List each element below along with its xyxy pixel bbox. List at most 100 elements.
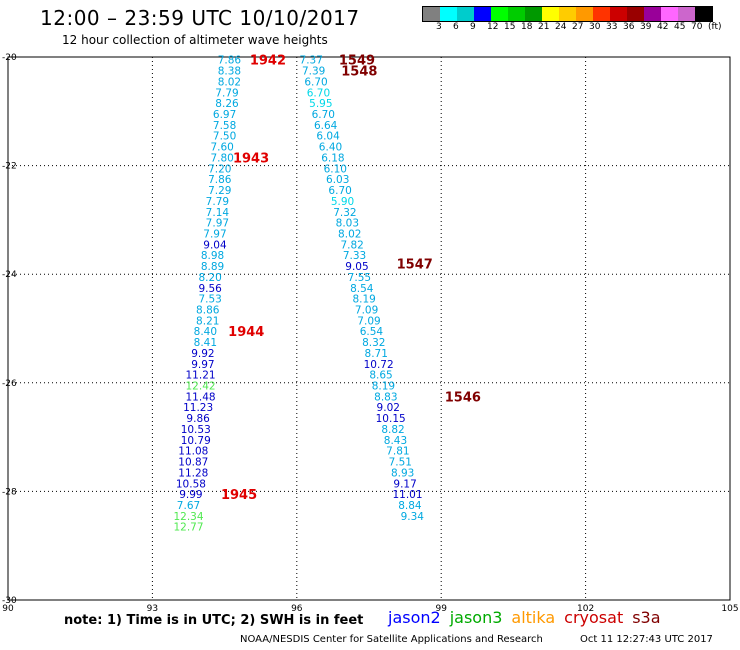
colorbar-swatch bbox=[559, 7, 576, 21]
credit-line: NOAA/NESDIS Center for Satellite Applica… bbox=[240, 634, 543, 645]
swh-value: 7.97 bbox=[203, 228, 226, 240]
y-tick-label: -30 bbox=[2, 596, 17, 606]
colorbar-swatch bbox=[423, 7, 440, 21]
x-tick-label: 90 bbox=[2, 604, 14, 614]
y-tick-label: -28 bbox=[2, 487, 17, 497]
colorbar-swatch bbox=[593, 7, 610, 21]
swh-value: 9.97 bbox=[191, 359, 214, 371]
swh-value: 7.97 bbox=[206, 218, 229, 230]
colorbar-swatch bbox=[440, 7, 457, 21]
swh-value: 9.02 bbox=[377, 402, 400, 414]
swh-value: 10.53 bbox=[181, 424, 211, 436]
swh-value: 7.33 bbox=[343, 250, 366, 262]
chart-title: 12:00 – 23:59 UTC 10/10/2017 bbox=[40, 6, 360, 30]
colorbar-label: (ft) bbox=[708, 22, 722, 32]
swh-value: 8.43 bbox=[384, 435, 407, 447]
swh-value: 8.84 bbox=[398, 500, 422, 512]
legend-s3a: s3a bbox=[632, 608, 661, 627]
colorbar-labels: 3 6 9 12 15 18 21 24 27 30 33 36 39 42 45 70 (ft) bbox=[422, 22, 740, 34]
swh-value: 7.82 bbox=[340, 239, 363, 251]
swh-value: 11.21 bbox=[186, 370, 216, 382]
colorbar-swatch bbox=[508, 7, 525, 21]
colorbar-label: 27 bbox=[572, 22, 584, 32]
swh-value: 8.83 bbox=[374, 391, 397, 403]
x-tick-label: 93 bbox=[147, 604, 158, 614]
swh-value: 10.72 bbox=[364, 359, 394, 371]
swh-value: 6.70 bbox=[312, 109, 335, 121]
swh-value: 6.03 bbox=[326, 174, 349, 186]
colorbar-label: 12 bbox=[487, 22, 499, 32]
swh-value: 9.86 bbox=[186, 413, 210, 425]
swh-value: 7.20 bbox=[208, 163, 231, 175]
chart-subtitle: 12 hour collection of altimeter wave hei… bbox=[62, 33, 328, 47]
swh-value: 7.79 bbox=[206, 196, 229, 208]
pass-time-label: 1547 bbox=[397, 257, 433, 272]
colorbar-label: 15 bbox=[504, 22, 516, 32]
swh-value: 9.17 bbox=[393, 478, 416, 490]
y-tick-label: -20 bbox=[2, 53, 17, 63]
swh-value: 11.08 bbox=[178, 446, 208, 458]
colorbar-swatch bbox=[474, 7, 491, 21]
x-tick-label: 96 bbox=[291, 604, 303, 614]
swh-value: 8.38 bbox=[218, 66, 241, 78]
swh-value: 6.04 bbox=[316, 131, 340, 143]
pass-time-label: 1943 bbox=[233, 151, 269, 166]
colorbar-label: 24 bbox=[555, 22, 567, 32]
swh-value: 6.18 bbox=[321, 152, 344, 164]
x-tick-label: 102 bbox=[577, 604, 594, 614]
x-tick-label: 99 bbox=[435, 604, 447, 614]
swh-value: 8.98 bbox=[201, 250, 224, 262]
swh-value: 8.65 bbox=[369, 370, 392, 382]
swh-value: 6.70 bbox=[328, 185, 351, 197]
swh-value: 8.32 bbox=[362, 337, 385, 349]
swh-value: 6.54 bbox=[360, 326, 384, 338]
swh-value: 8.82 bbox=[381, 424, 404, 436]
swh-value: 7.80 bbox=[210, 152, 233, 164]
colorbar-swatch bbox=[542, 7, 559, 21]
swh-value: 8.03 bbox=[336, 218, 359, 230]
legend-jason2: jason2 bbox=[388, 608, 441, 627]
swh-value: 12.34 bbox=[173, 511, 203, 523]
y-tick-label: -22 bbox=[2, 162, 17, 172]
swh-value: 6.70 bbox=[304, 76, 327, 88]
pass-time-label: 1548 bbox=[341, 65, 377, 80]
swh-value: 6.70 bbox=[307, 87, 330, 99]
swh-value: 7.60 bbox=[210, 142, 233, 154]
swh-value: 10.15 bbox=[376, 413, 406, 425]
colorbar-swatch bbox=[661, 7, 678, 21]
pass-time-label: 1549 bbox=[339, 54, 375, 69]
swh-value: 8.19 bbox=[352, 294, 375, 306]
pass-time-label: 1945 bbox=[221, 488, 257, 503]
colorbar-label: 3 bbox=[436, 22, 442, 32]
swh-value: 8.26 bbox=[215, 98, 239, 110]
swh-value: 11.48 bbox=[186, 391, 216, 403]
swh-value: 6.40 bbox=[319, 142, 342, 154]
swh-value: 9.05 bbox=[345, 261, 368, 273]
swh-value: 7.55 bbox=[348, 272, 371, 284]
colorbar-swatch bbox=[525, 7, 542, 21]
colorbar-label: 9 bbox=[470, 22, 476, 32]
pass-time-label: 1944 bbox=[228, 325, 264, 340]
swh-value: 7.51 bbox=[389, 457, 412, 469]
swh-value: 7.09 bbox=[355, 304, 378, 316]
swh-value: 10.79 bbox=[181, 435, 211, 447]
swh-value: 8.20 bbox=[198, 272, 221, 284]
pass-time-label: 1942 bbox=[250, 54, 286, 69]
swh-value: 9.99 bbox=[179, 489, 202, 501]
swh-value: 12.42 bbox=[186, 381, 216, 393]
swh-value: 7.58 bbox=[213, 120, 236, 132]
swh-value: 6.10 bbox=[324, 163, 347, 175]
colorbar-swatch bbox=[491, 7, 508, 21]
colorbar-label: 42 bbox=[657, 22, 669, 32]
x-tick-label: 105 bbox=[721, 604, 738, 614]
colorbar-label: 39 bbox=[640, 22, 652, 32]
colorbar-label: 30 bbox=[589, 22, 601, 32]
swh-value: 8.02 bbox=[218, 76, 241, 88]
swh-value: 8.19 bbox=[372, 381, 395, 393]
y-tick-label: -24 bbox=[2, 270, 17, 280]
swh-value: 5.95 bbox=[309, 98, 332, 110]
swh-value: 9.04 bbox=[203, 239, 227, 251]
legend-cryosat: cryosat bbox=[564, 608, 624, 627]
swh-value: 8.21 bbox=[196, 315, 219, 327]
